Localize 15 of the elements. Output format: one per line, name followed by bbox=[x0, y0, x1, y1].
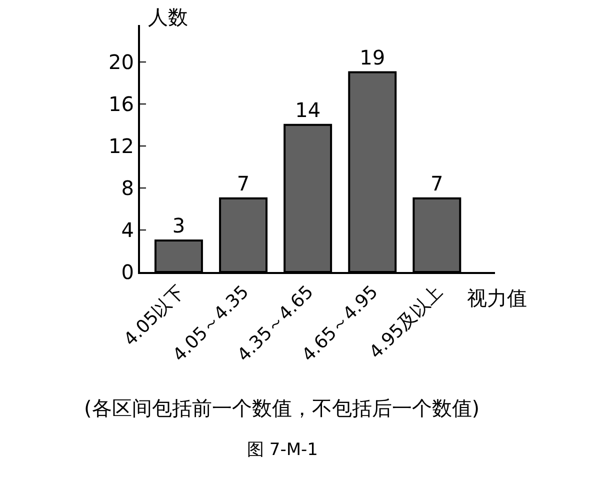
text: (各区间包括前一个数值，不包括后一个数值) bbox=[84, 396, 480, 420]
data-label: 7 bbox=[430, 171, 444, 196]
y-tick-label: 8 bbox=[121, 176, 134, 200]
data-label: 7 bbox=[236, 171, 250, 196]
y-tick-label: 20 bbox=[108, 50, 134, 74]
data-label: 3 bbox=[172, 213, 186, 238]
y-axis-title: 人数 bbox=[148, 5, 188, 29]
y-tick-label: 12 bbox=[108, 134, 134, 158]
y-tick-label: 4 bbox=[121, 218, 134, 242]
data-label: 19 bbox=[360, 45, 386, 70]
caption: 图 7-M-1 bbox=[247, 440, 318, 460]
x-axis-title: 视力值 bbox=[467, 286, 527, 310]
data-label: 14 bbox=[295, 98, 321, 122]
y-tick-label: 16 bbox=[108, 92, 134, 116]
y-tick-label: 0 bbox=[121, 260, 134, 284]
